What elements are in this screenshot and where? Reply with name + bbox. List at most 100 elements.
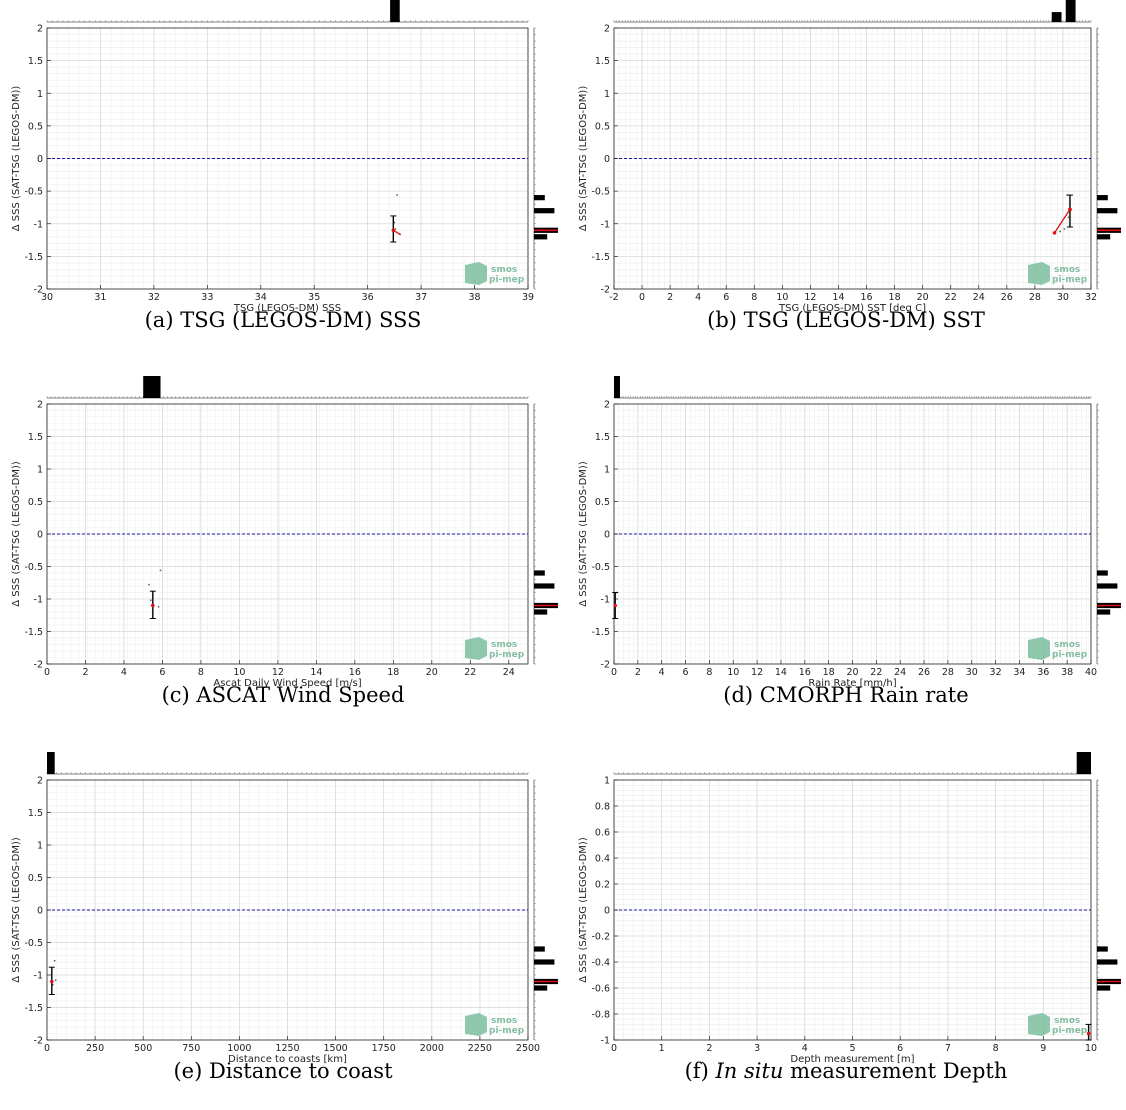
y-tick-label: -1.5 <box>24 252 43 263</box>
errorbar-mean <box>613 603 617 608</box>
right-hist-bar <box>1097 195 1108 201</box>
x-tick-label: 12 <box>272 667 284 678</box>
y-tick-label: -1 <box>601 595 610 606</box>
x-tick-label: 2 <box>706 1043 712 1054</box>
y-tick-label: -0.5 <box>24 938 43 949</box>
y-tick-label: 0.5 <box>28 873 43 884</box>
x-tick-label: 37 <box>415 292 427 303</box>
x-axis-label: Ascat Daily Wind Speed [m/s] <box>213 678 361 689</box>
data-point <box>396 194 398 196</box>
x-tick-label: 6 <box>683 667 689 678</box>
x-tick-label: 20 <box>426 667 438 678</box>
caption-f-suffix: measurement Depth <box>783 1059 1008 1083</box>
y-tick-label: 2 <box>37 776 43 787</box>
logo-text-top: smos <box>1054 640 1080 650</box>
logo-map-icon <box>465 1013 487 1036</box>
y-tick-label: -1 <box>601 1036 610 1047</box>
x-tick-label: 31 <box>94 292 106 303</box>
y-tick-label: 1 <box>604 465 610 476</box>
right-hist-bar <box>534 195 545 201</box>
x-tick-label: 0 <box>611 667 617 678</box>
y-tick-label: 1 <box>604 89 610 100</box>
data-point <box>54 979 57 982</box>
x-tick-label: 2000 <box>420 1043 444 1054</box>
y-tick-label: 1.5 <box>28 56 43 67</box>
x-tick-label: 4 <box>695 292 701 303</box>
x-tick-label: 0 <box>44 667 50 678</box>
x-tick-label: 34 <box>255 292 267 303</box>
y-tick-label: -2 <box>601 660 610 671</box>
logo-map-icon <box>1028 262 1050 285</box>
top-hist-bar <box>1076 752 1091 774</box>
right-hist-bar <box>534 985 548 991</box>
logo-text-bottom: pi-mep <box>489 275 525 285</box>
y-axis-label: Δ SSS (SAT-TSG (LEGOS-DM)) <box>11 461 22 607</box>
x-tick-label: 10 <box>727 667 739 678</box>
x-tick-label: 0 <box>611 1043 617 1054</box>
y-tick-label: -2 <box>34 1036 43 1047</box>
y-tick-label: 0 <box>604 154 610 165</box>
x-tick-label: 1750 <box>372 1043 396 1054</box>
errorbar-mean <box>1086 1031 1091 1036</box>
y-tick-label: -1.5 <box>24 1003 43 1014</box>
x-tick-label: -2 <box>609 292 618 303</box>
right-hist-bar <box>534 583 555 589</box>
data-point <box>1059 230 1062 233</box>
y-tick-label: 0.5 <box>28 497 43 508</box>
x-tick-label: 500 <box>134 1043 152 1054</box>
top-hist-bar <box>1065 0 1076 22</box>
y-tick-label: 2 <box>37 24 43 35</box>
y-axis-label: Δ SSS (SAT-TSG (LEGOS-DM)) <box>578 86 589 232</box>
y-tick-label: 1 <box>37 465 43 476</box>
data-point <box>148 583 150 586</box>
y-tick-label: -1.5 <box>591 627 610 638</box>
data-point <box>53 959 56 962</box>
right-hist-bar <box>534 208 555 214</box>
panel-e: 0 250 500 750 1000 1250 1500 1750 2000 2250 2500 2 1… <box>11 752 558 1065</box>
x-tick-label: 1000 <box>227 1043 251 1054</box>
x-tick-label: 250 <box>86 1043 104 1054</box>
mean-point <box>1052 231 1057 235</box>
x-tick-label: 2 <box>667 292 673 303</box>
top-hist-bar <box>1051 12 1062 22</box>
x-tick-label: 2250 <box>468 1043 492 1054</box>
x-tick-label: 22 <box>464 667 476 678</box>
right-hist-bar <box>534 609 548 615</box>
top-hist-bar <box>614 376 620 398</box>
x-tick-label: 32 <box>1085 292 1097 303</box>
x-tick-label: 28 <box>1029 292 1041 303</box>
x-tick-label: 26 <box>1001 292 1013 303</box>
top-hist-bar <box>390 0 400 22</box>
y-tick-label: 0.6 <box>595 828 610 839</box>
x-tick-label: 1500 <box>324 1043 348 1054</box>
x-tick-label: 30 <box>1057 292 1069 303</box>
x-tick-label: 6 <box>159 667 165 678</box>
y-tick-label: 2 <box>604 400 610 411</box>
x-tick-label: 6 <box>897 1043 903 1054</box>
errorbar-mean <box>391 228 396 233</box>
logo-text-bottom: pi-mep <box>1052 650 1088 660</box>
x-tick-label: 30 <box>966 667 978 678</box>
y-tick-label: -1 <box>34 219 43 230</box>
x-tick-label: 8 <box>198 667 204 678</box>
caption-b: (b) TSG (LEGOS-DM) SST <box>707 308 985 332</box>
data-point <box>1063 228 1066 230</box>
y-tick-label: 1.5 <box>595 432 610 443</box>
logo-text-top: smos <box>491 265 517 275</box>
x-tick-label: 38 <box>1061 667 1073 678</box>
panel-c: 0 2 4 6 8 10 12 14 16 18 20 22 2421.510.50-0.5-1-1.5… <box>11 376 558 689</box>
x-tick-label: 40 <box>1085 667 1097 678</box>
y-tick-label: -1 <box>601 219 610 230</box>
x-tick-label: 24 <box>973 292 985 303</box>
x-tick-label: 4 <box>659 667 665 678</box>
x-tick-label: 0 <box>639 292 645 303</box>
x-tick-label: 4 <box>121 667 127 678</box>
y-tick-label: -2 <box>601 285 610 296</box>
y-tick-label: -0.2 <box>591 932 610 943</box>
y-tick-label: 0.5 <box>595 497 610 508</box>
y-tick-label: -0.5 <box>24 562 43 573</box>
right-hist-bar <box>1097 234 1111 240</box>
x-tick-label: 8 <box>751 292 757 303</box>
